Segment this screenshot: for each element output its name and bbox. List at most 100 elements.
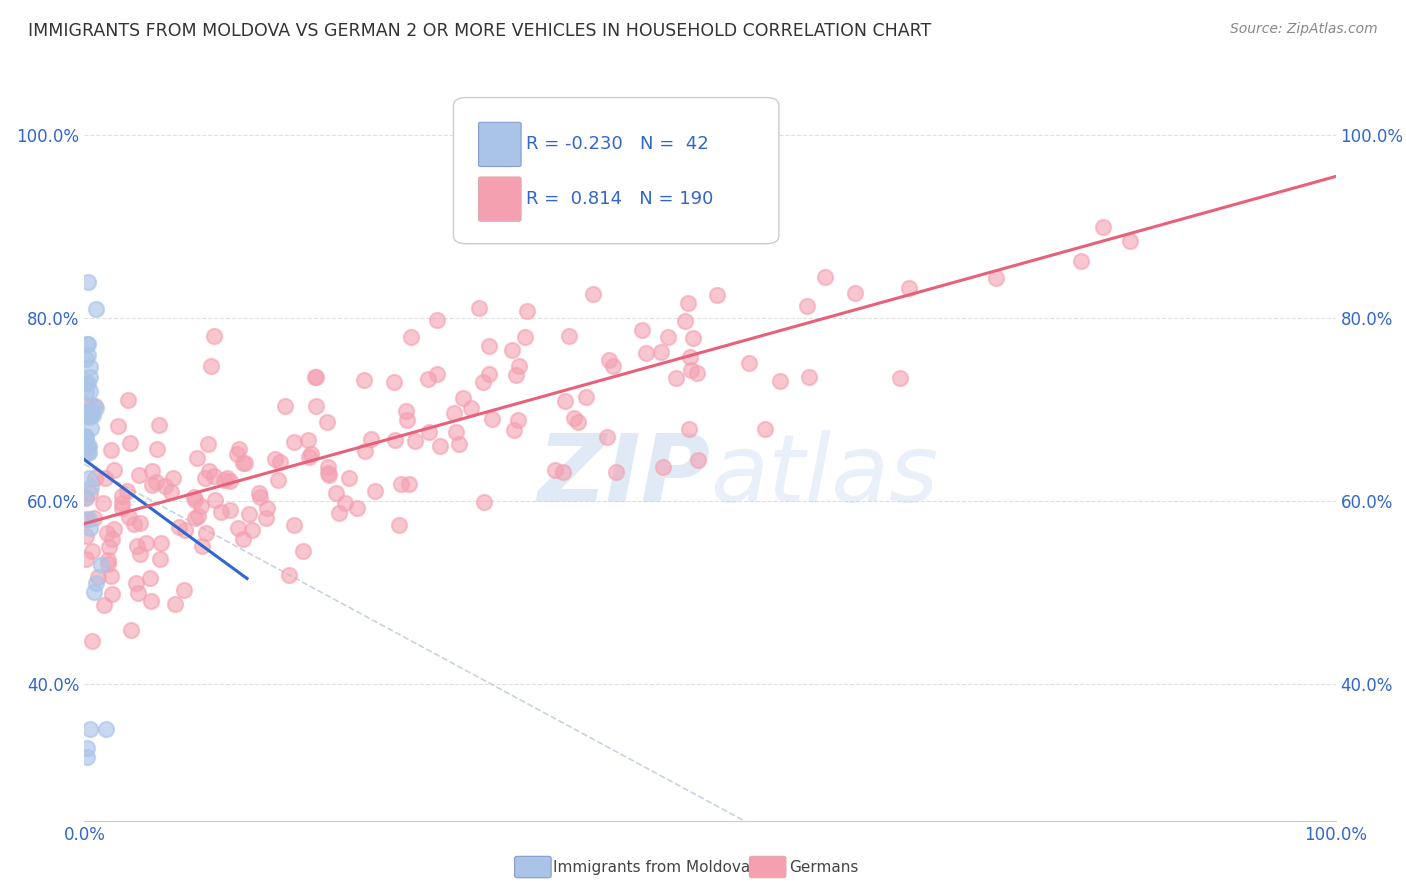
Point (598, 352, 620, 367)
Point (513, 330, 536, 344)
Point (219, 475, 242, 489)
Point (404, 434, 426, 449)
Point (120, 435, 142, 450)
Point (77, 470, 100, 484)
Point (472, 375, 495, 389)
Point (77, 511, 100, 525)
Point (79, 439, 101, 453)
Point (75, 551, 97, 566)
Point (173, 583, 195, 598)
Text: Germans: Germans (789, 860, 858, 874)
Point (97, 553, 120, 567)
Point (79, 486, 101, 500)
Point (103, 463, 125, 477)
Point (139, 571, 162, 585)
Point (426, 313, 449, 327)
Point (76, 749, 98, 764)
Point (396, 412, 419, 426)
Point (582, 287, 605, 301)
Point (360, 432, 382, 446)
Point (75, 444, 97, 458)
Text: Immigrants from Moldova: Immigrants from Moldova (553, 860, 749, 874)
Text: ZIP: ZIP (537, 430, 710, 522)
Point (118, 510, 141, 524)
Point (77, 446, 100, 460)
Point (889, 371, 911, 385)
Point (353, 443, 375, 458)
Point (100, 442, 122, 457)
Point (232, 532, 254, 546)
Point (127, 586, 149, 600)
Point (304, 369, 326, 384)
Point (673, 314, 696, 328)
Point (398, 476, 420, 491)
Point (80, 633, 103, 648)
Point (77, 444, 100, 458)
Point (238, 507, 260, 521)
Point (204, 493, 226, 508)
Point (219, 502, 242, 516)
Point (328, 506, 350, 520)
Point (305, 399, 328, 413)
Point (273, 399, 295, 413)
Point (94, 471, 117, 485)
Point (394, 404, 416, 418)
Text: Source: ZipAtlas.com: Source: ZipAtlas.com (1230, 22, 1378, 37)
Point (93, 598, 115, 612)
Point (682, 331, 704, 345)
Point (478, 339, 501, 353)
Point (76, 406, 98, 420)
Point (75, 431, 97, 445)
Point (240, 523, 263, 537)
Point (429, 439, 451, 453)
Point (283, 518, 305, 533)
Point (96, 526, 118, 541)
Point (681, 363, 703, 377)
Point (117, 393, 139, 408)
Point (299, 447, 322, 461)
Point (1119, 234, 1142, 248)
Point (80, 408, 103, 422)
Point (90, 558, 112, 572)
Point (87, 570, 110, 584)
Point (202, 329, 225, 343)
Point (652, 460, 675, 475)
Point (160, 484, 183, 499)
Point (79, 521, 101, 535)
Point (267, 473, 290, 487)
Y-axis label: 2 or more Vehicles in Household: 2 or more Vehicles in Household (0, 312, 6, 580)
Point (101, 587, 124, 601)
Point (75, 351, 97, 366)
Point (363, 483, 385, 498)
Point (501, 343, 523, 357)
Point (316, 466, 339, 480)
Point (650, 344, 672, 359)
Point (678, 422, 700, 436)
Text: atlas: atlas (710, 431, 938, 522)
Point (215, 471, 238, 485)
Point (630, 323, 652, 337)
Point (148, 417, 170, 432)
Point (451, 391, 474, 405)
Point (129, 516, 152, 530)
Point (91, 496, 114, 510)
Point (558, 329, 581, 343)
Point (478, 367, 501, 381)
Point (502, 423, 524, 437)
Point (472, 495, 495, 509)
Point (256, 500, 278, 515)
Point (80, 398, 103, 412)
Point (173, 524, 195, 538)
Point (416, 372, 439, 386)
Point (676, 296, 699, 310)
Point (149, 551, 172, 566)
Point (82, 408, 104, 422)
Point (543, 463, 565, 477)
FancyBboxPatch shape (478, 122, 522, 167)
Point (194, 525, 217, 540)
Point (738, 356, 761, 370)
Point (595, 430, 617, 444)
Point (198, 464, 221, 478)
Point (664, 371, 686, 385)
Point (679, 351, 702, 365)
